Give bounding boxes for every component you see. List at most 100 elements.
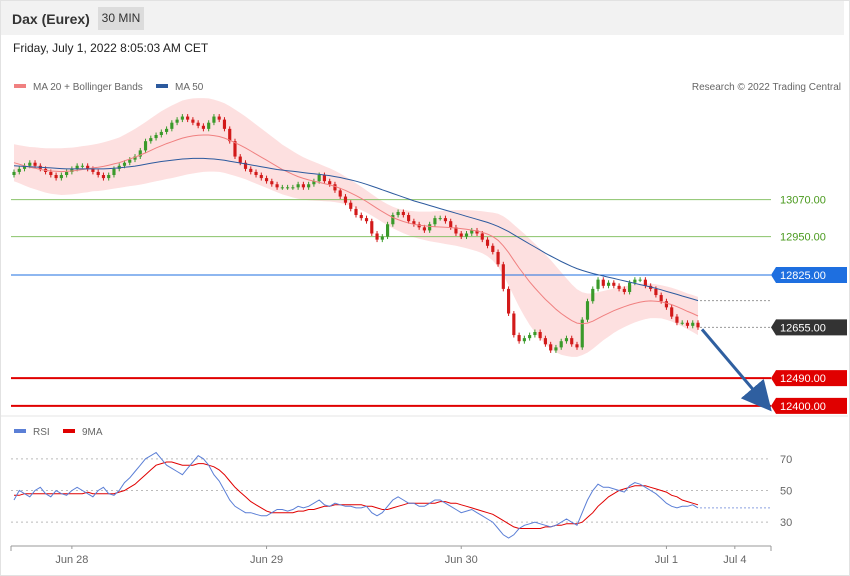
candle-body — [138, 150, 142, 157]
candle-body — [96, 171, 100, 176]
candle-body — [654, 288, 658, 296]
candle-body — [475, 230, 479, 234]
candle-body — [628, 282, 632, 292]
candle-body — [75, 165, 79, 169]
candle-body — [691, 322, 695, 326]
candle-body — [354, 208, 358, 216]
candle-body — [501, 264, 505, 289]
forecast-arrow — [700, 328, 772, 412]
candle-body — [59, 175, 63, 179]
candle-body — [33, 162, 37, 166]
header-bar: Dax (Eurex) 30 MIN — [1, 1, 844, 35]
candle-body — [364, 218, 369, 222]
candle-body — [449, 221, 453, 228]
candle-body — [128, 159, 132, 163]
candle-body — [207, 122, 211, 129]
candle-body — [685, 322, 690, 326]
legend-label-ma20: MA 20 + Bollinger Bands — [33, 82, 143, 93]
candle-body — [528, 335, 532, 339]
candle-body — [675, 316, 679, 323]
candle-body — [570, 338, 574, 345]
legend-swatch-rsi — [14, 429, 26, 433]
candle-body — [485, 239, 490, 246]
candle-body — [296, 184, 300, 188]
candle-body — [328, 181, 332, 185]
candle-body — [643, 279, 647, 286]
candle-body — [464, 233, 469, 237]
candle-body — [343, 196, 348, 203]
candle-body — [28, 162, 32, 166]
candle-body — [507, 288, 511, 314]
candle-body — [428, 224, 432, 231]
candle-body — [417, 224, 421, 228]
rsi-panel: 70 50 30 — [11, 451, 792, 539]
candle-body — [612, 282, 616, 286]
candle-body — [191, 119, 195, 123]
candle-body — [522, 338, 526, 342]
candle-body — [585, 301, 590, 320]
ma20-line — [13, 134, 699, 325]
candle-body — [696, 322, 700, 328]
candle-body — [454, 227, 458, 234]
level-tag-4 — [771, 370, 847, 387]
candle-body — [396, 211, 400, 216]
legend-swatch-9ma — [63, 429, 75, 433]
candle-body — [254, 171, 258, 176]
candle-body — [233, 141, 237, 157]
candle-body — [312, 181, 316, 185]
candle-body — [54, 175, 58, 179]
candle-body — [175, 119, 179, 123]
candle-body — [459, 233, 463, 237]
candle-body — [12, 171, 16, 176]
level-label-3: 12655.00 — [780, 322, 826, 334]
candle-body — [543, 338, 547, 345]
legend-swatch-ma50 — [156, 84, 168, 88]
candle-body — [217, 116, 221, 120]
candle-body — [407, 215, 411, 222]
candle-body — [591, 288, 595, 302]
candle-body — [22, 165, 27, 169]
candle-body — [659, 295, 663, 302]
candle-body — [149, 138, 153, 142]
candle-body — [180, 116, 184, 120]
candle-body — [154, 135, 158, 139]
rsi-tick-1: 50 — [780, 486, 792, 498]
candle-body — [17, 168, 21, 172]
candle-body — [196, 122, 200, 126]
timeframe-button[interactable]: 30 MIN — [98, 7, 144, 30]
candle-body — [286, 187, 290, 189]
candle-body — [480, 233, 484, 240]
candle-body — [338, 190, 342, 197]
legend-swatch-ma20 — [14, 84, 26, 88]
candle-body — [65, 171, 69, 176]
candle-body — [564, 338, 569, 342]
level-tag-3 — [771, 319, 847, 336]
candle-body — [391, 215, 395, 225]
x-tick-label-2: Jun 30 — [445, 554, 478, 566]
x-tick-label-0: Jun 28 — [55, 554, 88, 566]
candle-body — [470, 230, 474, 234]
candle-body — [117, 165, 121, 169]
candle-body — [86, 165, 90, 169]
candle-body — [601, 279, 605, 286]
candle-body — [259, 175, 263, 179]
candle-body — [422, 227, 426, 231]
candle-body — [333, 184, 337, 191]
candle-body — [280, 187, 284, 189]
candle-body — [133, 156, 137, 160]
candle-body — [433, 218, 437, 225]
candle-body — [412, 221, 416, 225]
candle-body — [380, 236, 384, 240]
candle-body — [580, 319, 584, 348]
candle-body — [307, 184, 311, 188]
candle-body — [301, 184, 305, 188]
candle-body — [438, 218, 442, 220]
candle-body — [575, 344, 579, 348]
candle-body — [112, 168, 116, 176]
rsi-ma-line — [14, 461, 699, 529]
candle-body — [264, 178, 269, 182]
candle-body — [559, 341, 563, 348]
candle-body — [243, 162, 248, 169]
